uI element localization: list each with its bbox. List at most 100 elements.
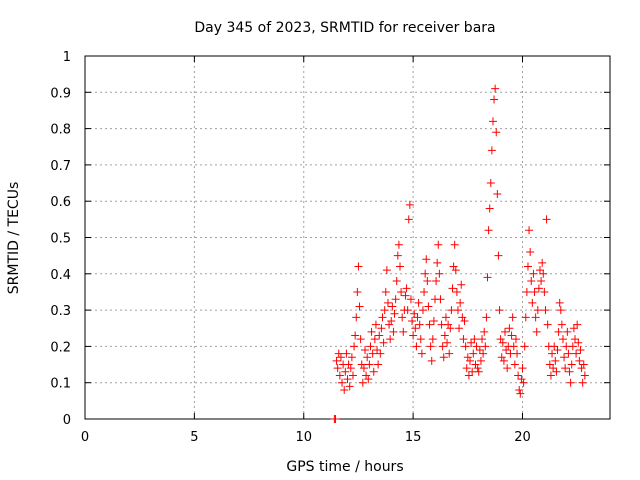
data-point — [426, 342, 435, 351]
data-point — [558, 335, 567, 344]
data-point — [409, 331, 418, 340]
data-point — [513, 349, 522, 358]
data-point — [342, 349, 351, 358]
data-point — [487, 146, 496, 155]
data-point — [391, 295, 400, 304]
data-point — [341, 367, 350, 376]
data-point — [434, 240, 443, 249]
data-point — [469, 349, 478, 358]
data-point — [482, 313, 491, 322]
data-point — [414, 298, 423, 307]
data-point — [348, 371, 357, 380]
data-point — [494, 251, 503, 260]
x-axis-label: GPS time / hours — [286, 459, 403, 475]
data-point — [358, 378, 367, 387]
data-point — [493, 189, 502, 198]
y-tick-label: 0.4 — [50, 268, 71, 283]
data-point — [574, 338, 583, 347]
data-point — [510, 360, 519, 369]
data-point — [484, 226, 493, 235]
data-point — [386, 335, 395, 344]
data-point — [331, 415, 340, 423]
data-point — [362, 371, 371, 380]
data-point — [548, 349, 557, 358]
data-point — [376, 349, 385, 358]
data-point — [575, 356, 584, 365]
data-point — [438, 342, 447, 351]
y-tick-label: 0.7 — [50, 159, 71, 174]
data-point — [499, 356, 508, 365]
data-point — [344, 360, 353, 369]
data-point — [539, 269, 548, 278]
y-tick-label: 1 — [63, 50, 71, 65]
data-point — [356, 335, 365, 344]
data-point — [527, 277, 536, 286]
data-point — [471, 360, 480, 369]
data-point — [572, 349, 581, 358]
data-point — [333, 364, 342, 373]
y-tick-label: 0.5 — [50, 232, 71, 247]
data-point — [418, 306, 427, 315]
data-point — [474, 367, 483, 376]
data-point — [505, 324, 514, 333]
data-point — [353, 287, 362, 296]
data-point — [554, 327, 563, 336]
data-point — [545, 360, 554, 369]
data-point — [374, 360, 383, 369]
data-point — [347, 353, 356, 362]
data-point — [420, 287, 429, 296]
y-tick-label: 0.9 — [50, 86, 71, 101]
data-point — [485, 204, 494, 213]
data-point — [483, 273, 492, 282]
y-tick-label: 0.2 — [50, 340, 71, 355]
data-point — [475, 346, 484, 355]
data-point — [579, 360, 588, 369]
data-point — [441, 313, 450, 322]
data-point — [549, 364, 558, 373]
x-tick-label: 15 — [405, 430, 422, 445]
data-point — [369, 367, 378, 376]
data-point — [552, 367, 561, 376]
data-point — [564, 349, 573, 358]
data-point — [476, 356, 485, 365]
data-point — [427, 356, 436, 365]
data-point — [422, 255, 431, 264]
y-tick-label: 0.6 — [50, 195, 71, 210]
data-point — [389, 327, 398, 336]
data-point — [516, 389, 525, 398]
data-point — [416, 335, 425, 344]
data-point — [486, 179, 495, 188]
data-point — [375, 331, 384, 340]
data-point — [423, 277, 432, 286]
data-point — [458, 313, 467, 322]
data-point — [525, 226, 534, 235]
data-point — [338, 378, 347, 387]
data-point — [495, 306, 504, 315]
data-point — [452, 287, 461, 296]
data-point — [355, 302, 364, 311]
data-point — [522, 287, 531, 296]
data-point — [497, 353, 506, 362]
data-point — [550, 342, 559, 351]
data-point — [343, 375, 352, 384]
data-point — [470, 335, 479, 344]
data-point — [335, 371, 344, 380]
data-point — [456, 298, 465, 307]
data-point — [478, 335, 487, 344]
data-point — [392, 277, 401, 286]
data-point — [461, 342, 470, 351]
data-point — [354, 262, 363, 271]
data-point — [464, 371, 473, 380]
data-point — [501, 327, 509, 336]
data-point — [508, 313, 517, 322]
data-point — [529, 269, 538, 278]
data-point — [350, 342, 359, 351]
data-point — [424, 302, 433, 311]
data-point — [561, 364, 570, 373]
data-point — [402, 284, 411, 293]
y-tick-label: 0.3 — [50, 304, 71, 319]
data-point — [385, 320, 394, 329]
data-point — [560, 353, 569, 362]
data-point — [370, 335, 379, 344]
